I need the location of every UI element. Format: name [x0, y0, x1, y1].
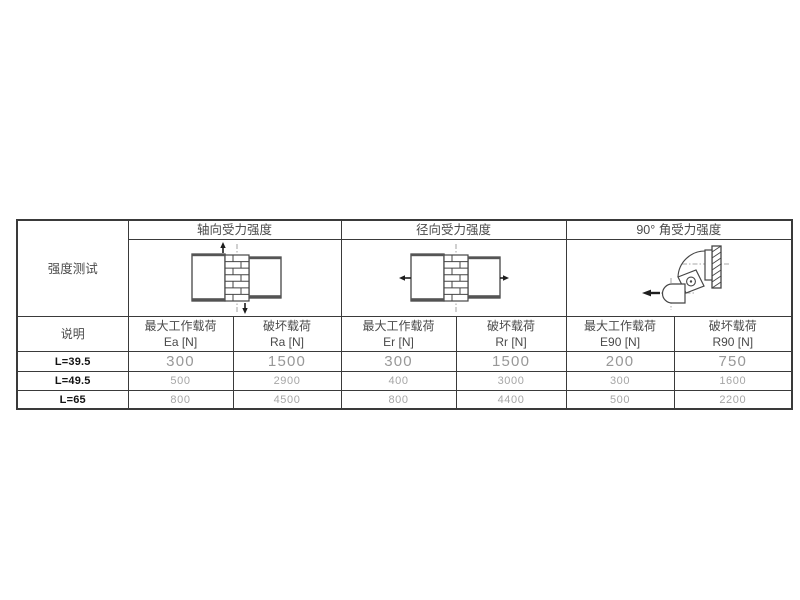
table-row-l-49-5: L=49.5 500 2900 400 3000 300 1600: [16, 371, 793, 391]
row-label: L=65: [16, 390, 129, 410]
value-rr: 1500: [455, 351, 567, 372]
value-rr: 3000: [455, 371, 567, 391]
table-row-l-39-5: L=39.5 300 1500 300 1500 200 750: [16, 351, 793, 372]
subheader-ea-title: 最大工作载荷: [144, 319, 217, 333]
subheader-ea-symbol: Ea [N]: [163, 335, 198, 349]
value-ra: 1500: [232, 351, 342, 372]
subheader-r90-symbol: R90 [N]: [712, 335, 754, 349]
subheader-r90-title: 破坏载荷: [708, 319, 757, 333]
desc-label-cell: 说明: [16, 316, 129, 352]
axial-load-hinge-diagram: [190, 242, 282, 314]
value-ea: 800: [127, 390, 234, 410]
strength-test-table: 强度测试 轴向受力强度 径向受力强度 90° 角受力强度: [16, 219, 794, 410]
subheader-er-symbol: Er [N]: [383, 335, 414, 349]
value-e90: 200: [565, 351, 675, 372]
row-label: L=49.5: [16, 371, 129, 391]
subheader-ra: 破坏载荷 Ra [N]: [232, 316, 342, 352]
section-title-angle-90: 90° 角受力强度: [565, 219, 793, 240]
subheader-rr-symbol: Rr [N]: [495, 335, 527, 349]
table-row-l-65: L=65 800 4500 800 4400 500 2200: [16, 390, 793, 410]
value-ra: 4500: [232, 390, 342, 410]
radial-diagram-cell: [340, 239, 567, 317]
subheader-ra-symbol: Ra [N]: [270, 335, 305, 349]
value-er: 300: [340, 351, 457, 372]
corner-cell-strength-test: 强度测试: [16, 219, 129, 317]
subheader-er: 最大工作载荷 Er [N]: [340, 316, 457, 352]
subheader-rr-title: 破坏载荷: [487, 319, 536, 333]
subheader-ea: 最大工作载荷 Ea [N]: [127, 316, 234, 352]
section-title-radial: 径向受力强度: [340, 219, 567, 240]
subheader-e90: 最大工作载荷 E90 [N]: [565, 316, 675, 352]
value-ea: 300: [127, 351, 234, 372]
value-ra: 2900: [232, 371, 342, 391]
radial-load-hinge-diagram: [398, 244, 509, 312]
angle-90-load-hinge-diagram: [641, 245, 731, 310]
angle-90-diagram-cell: [565, 239, 793, 317]
value-ea: 500: [127, 371, 234, 391]
diagram-row: [17, 239, 793, 317]
section-title-axial: 轴向受力强度: [127, 219, 342, 240]
value-e90: 500: [565, 390, 675, 410]
value-e90: 300: [565, 371, 675, 391]
value-er: 800: [340, 390, 457, 410]
subheader-e90-title: 最大工作载荷: [584, 319, 657, 333]
subheader-er-title: 最大工作载荷: [362, 319, 435, 333]
value-r90: 750: [673, 351, 793, 372]
value-r90: 1600: [673, 371, 793, 391]
value-r90: 2200: [673, 390, 793, 410]
subheader-e90-symbol: E90 [N]: [600, 335, 641, 349]
subheader-ra-title: 破坏载荷: [263, 319, 312, 333]
section-title-row: 强度测试 轴向受力强度 径向受力强度 90° 角受力强度: [16, 219, 793, 317]
value-er: 400: [340, 371, 457, 391]
subheader-row: 说明 最大工作载荷 Ea [N] 破坏载荷 Ra [N] 最大工作载荷 Er […: [16, 316, 793, 352]
subheader-rr: 破坏载荷 Rr [N]: [455, 316, 567, 352]
row-label: L=39.5: [16, 351, 129, 372]
subheader-r90: 破坏载荷 R90 [N]: [673, 316, 793, 352]
value-rr: 4400: [455, 390, 567, 410]
axial-diagram-cell: [127, 239, 342, 317]
